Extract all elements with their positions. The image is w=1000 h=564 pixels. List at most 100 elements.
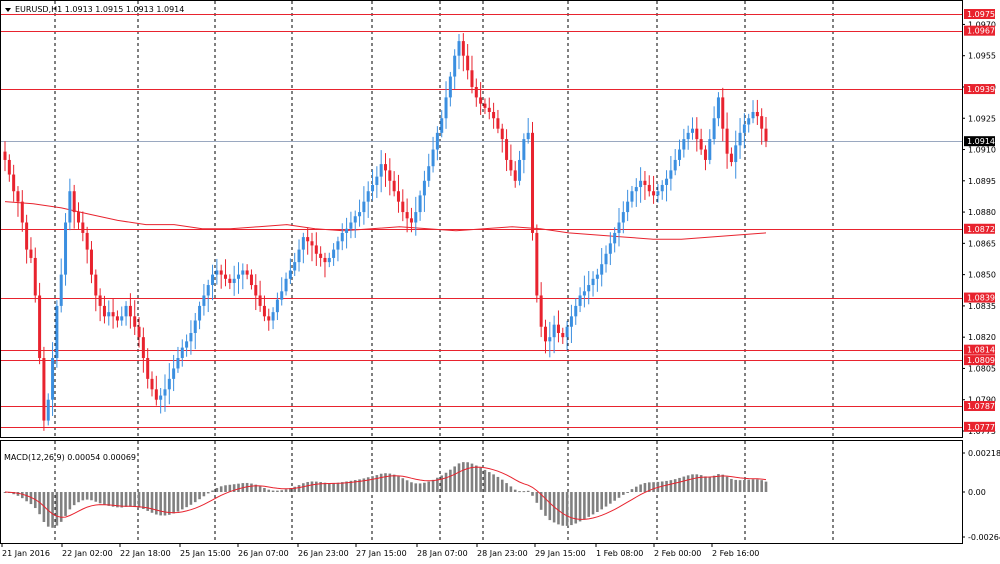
- macd-histogram-bar: [20, 492, 24, 499]
- macd-histogram-bar: [180, 492, 184, 510]
- macd-histogram-bar: [124, 492, 128, 507]
- macd-histogram-bar: [159, 492, 162, 516]
- macd-histogram-bar: [371, 476, 374, 492]
- macd-histogram-bar: [258, 486, 262, 492]
- level-label-box: [964, 84, 995, 95]
- candle-body: [539, 295, 543, 327]
- macd-histogram-bar: [587, 492, 591, 517]
- level-label-box: [964, 223, 995, 234]
- candle-body: [418, 195, 422, 213]
- candle-body: [690, 128, 694, 133]
- candle-body: [167, 378, 171, 390]
- macd-histogram-bar: [756, 479, 759, 492]
- macd-histogram-bar: [327, 483, 331, 492]
- candle-body: [414, 212, 418, 223]
- candle-body: [228, 278, 232, 283]
- candle-body: [120, 316, 124, 321]
- macd-histogram-bar: [626, 492, 629, 493]
- level-label-box: [964, 400, 995, 411]
- time-tick-label: 22 Jan 02:00: [62, 549, 113, 558]
- level-label-box: [964, 344, 995, 355]
- candle-body: [427, 166, 431, 181]
- candle-body: [349, 222, 353, 229]
- candle-body: [634, 187, 638, 192]
- macd-histogram-bar: [306, 482, 309, 492]
- level-label: 1.0814: [967, 346, 995, 355]
- candle-body: [401, 201, 405, 213]
- macd-histogram-bar: [168, 492, 171, 515]
- candle-body: [647, 184, 651, 192]
- time-tick-label: 2 Feb 16:00: [712, 549, 759, 558]
- macd-histogram-bar: [470, 463, 474, 492]
- macd-histogram-bar: [673, 479, 677, 492]
- macd-histogram-bar: [401, 478, 405, 492]
- macd-histogram-bar: [176, 492, 180, 512]
- candle-body: [639, 180, 643, 188]
- candle-body: [20, 201, 24, 223]
- price-tick-label: 1.0925: [968, 114, 996, 123]
- macd-histogram-bar: [440, 475, 444, 492]
- candle-body: [141, 337, 145, 359]
- candle-body: [3, 151, 7, 160]
- macd-histogram-bar: [600, 492, 603, 510]
- candle-body: [613, 232, 617, 244]
- macd-histogram-bar: [245, 482, 249, 492]
- candle-body: [81, 222, 85, 233]
- candle-body: [453, 55, 457, 77]
- candle-body: [716, 97, 720, 119]
- candle-body: [669, 170, 673, 179]
- macd-histogram-bar: [64, 492, 67, 516]
- macd-histogram-bar: [708, 476, 712, 492]
- candle-body: [94, 274, 98, 296]
- level-label-box: [964, 421, 995, 432]
- candle-body: [448, 76, 452, 98]
- candle-body: [284, 278, 288, 292]
- candle-body: [513, 170, 517, 181]
- macd-histogram-bar: [591, 492, 595, 515]
- macd-histogram-bar: [405, 480, 409, 492]
- candle-body: [102, 305, 106, 317]
- candle-body: [608, 243, 612, 254]
- price-tick-label: 1.0790: [968, 396, 996, 405]
- macd-histogram-bar: [353, 480, 357, 492]
- candle-body: [358, 212, 362, 217]
- candle-body: [288, 270, 292, 279]
- candle-body: [496, 118, 500, 129]
- candle-body: [678, 149, 682, 160]
- candle-body: [396, 191, 400, 202]
- macd-histogram-bar: [375, 475, 379, 492]
- candle-body: [487, 107, 491, 112]
- collapse-triangle-icon[interactable]: [5, 8, 11, 12]
- macd-histogram-bar: [68, 492, 72, 510]
- macd-histogram-bar: [496, 476, 500, 492]
- macd-histogram-bar: [436, 477, 439, 492]
- candle-body: [444, 97, 448, 119]
- macd-histogram-bar: [630, 489, 634, 492]
- macd-histogram-bar: [423, 482, 426, 492]
- candle-body: [332, 249, 336, 258]
- macd-histogram-bar: [444, 472, 448, 492]
- time-tick-label: 28 Jan 07:00: [417, 549, 468, 558]
- macd-histogram-bar: [734, 479, 738, 492]
- macd-histogram-bar: [103, 492, 106, 505]
- candle-body: [327, 257, 331, 263]
- macd-histogram-bar: [85, 492, 89, 500]
- macd-tick-label: 0.00: [968, 488, 986, 497]
- candle-body: [245, 270, 249, 275]
- macd-histogram-bar: [46, 492, 50, 527]
- candle-body: [111, 312, 115, 317]
- macd-histogram-bar: [652, 482, 655, 492]
- macd-histogram-bar: [319, 482, 322, 492]
- macd-histogram-bar: [133, 492, 137, 508]
- macd-tick-label: -0.00264: [968, 533, 1000, 542]
- macd-histogram-bar: [678, 477, 681, 492]
- candle-body: [314, 245, 318, 254]
- candle-body: [492, 111, 496, 119]
- time-tick-label: 26 Jan 07:00: [238, 549, 289, 558]
- macd-histogram-bar: [578, 492, 582, 522]
- macd-histogram-bar: [107, 492, 111, 506]
- candle-body: [224, 274, 228, 279]
- macd-histogram-bar: [358, 479, 361, 492]
- candle-body: [46, 399, 50, 421]
